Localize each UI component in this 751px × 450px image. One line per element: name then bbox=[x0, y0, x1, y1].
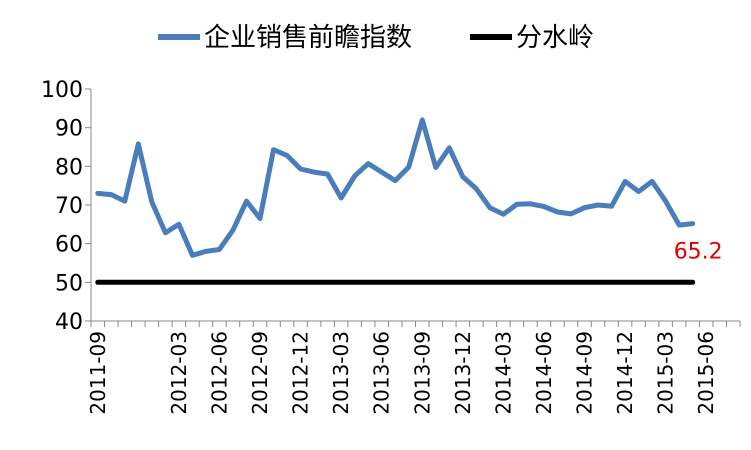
x-tick-label: 2015-03 bbox=[654, 331, 678, 415]
x-tick-label: 2013-06 bbox=[370, 331, 394, 415]
x-tick-label: 2011-09 bbox=[86, 331, 110, 415]
x-tick-label: 2013-09 bbox=[410, 331, 434, 415]
axes bbox=[90, 89, 740, 322]
legend-label-watershed: 分水岭 bbox=[516, 23, 594, 53]
x-tick-label: 2013-12 bbox=[451, 331, 475, 415]
legend-label-sales-index: 企业销售前瞻指数 bbox=[204, 23, 412, 53]
x-tick-label: 2012-09 bbox=[248, 331, 272, 415]
x-tick-label: 2012-06 bbox=[207, 331, 231, 415]
y-tick-label: 40 bbox=[55, 310, 83, 335]
x-tick-label: 2014-03 bbox=[491, 331, 515, 415]
y-tick-label: 90 bbox=[55, 117, 83, 142]
annotation-layer: 65.2 bbox=[674, 240, 723, 265]
y-ticks: 40 50 60 70 80 90 100 bbox=[41, 78, 91, 335]
y-tick-label: 80 bbox=[55, 155, 83, 180]
x-tick-label: 2012-03 bbox=[167, 331, 191, 415]
last-value-label: 65.2 bbox=[674, 240, 723, 265]
legend: 企业销售前瞻指数 分水岭 bbox=[158, 23, 594, 53]
x-tick-label: 2014-06 bbox=[532, 331, 556, 415]
y-tick-label: 60 bbox=[55, 233, 83, 258]
x-tick-label: 2015-06 bbox=[694, 331, 718, 415]
series-line-sales-index bbox=[95, 117, 696, 258]
y-tick-label: 50 bbox=[55, 271, 83, 296]
x-tick-label: 2013-03 bbox=[329, 331, 353, 415]
x-tick-label: 2012-12 bbox=[289, 331, 313, 415]
series-layer bbox=[95, 117, 696, 285]
y-tick-label: 70 bbox=[55, 194, 83, 219]
x-ticks: 2011-09 2012-03 2012-06 2012-09 2012-12 2013-… bbox=[86, 321, 741, 415]
y-tick-label: 100 bbox=[41, 78, 83, 103]
x-tick-label: 2014-12 bbox=[613, 331, 637, 415]
x-tick-label: 2014-09 bbox=[573, 331, 597, 415]
